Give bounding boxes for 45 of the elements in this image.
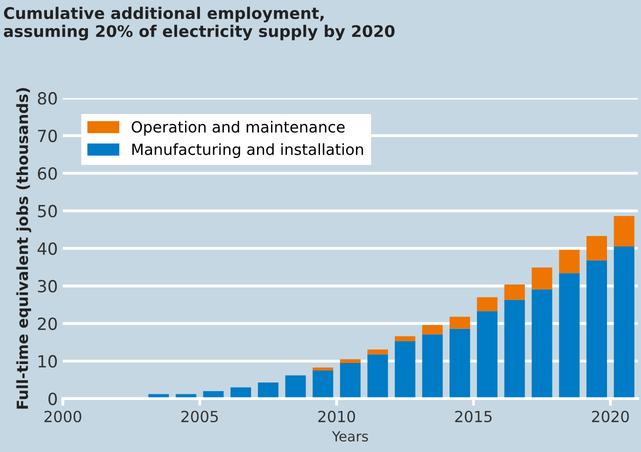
legend-label: Operation and maintenance [132,120,345,136]
y-tick-label: 60 [38,167,57,180]
bar [532,268,552,290]
chart-title: Cumulative additional employment, assuming 20% of electricity supply by 2020 [4,6,395,40]
bar [394,341,416,399]
bar [340,362,361,399]
bar [450,328,470,399]
x-tick-label: 2015 [455,410,492,422]
y-tick-label: 20 [38,317,57,330]
bar [586,236,607,260]
bar [504,284,525,300]
bar [504,300,525,399]
y-tick-label: 30 [38,280,57,293]
bar [394,336,416,342]
bar [559,273,580,399]
y-axis-title: Full-time equivalent jobs (thousands) [16,88,32,409]
x-axis-title: Years [332,431,368,442]
bar [367,349,388,354]
y-tick-label: 70 [38,130,57,142]
bar [559,250,580,274]
bar [285,375,306,399]
x-tick-label: 2000 [44,410,82,422]
bar [450,316,470,329]
bar [614,246,634,399]
bar [586,260,607,399]
y-tick-label: 40 [38,242,57,255]
bar [476,297,498,312]
bar [312,367,334,370]
x-tick-label: 2005 [181,410,218,422]
bar [340,359,361,363]
y-tick-label: 10 [38,355,57,368]
bar [258,382,278,399]
bar [422,334,443,399]
bar [614,216,634,246]
y-tick-label: 50 [38,204,57,218]
y-tick-label: 80 [38,92,57,105]
bar [422,325,443,334]
bar [312,370,334,399]
x-tick-label: 2020 [592,410,629,422]
x-tick-label: 2010 [318,410,356,422]
legend-label: Manufacturing and installation [132,143,363,158]
bar [476,311,498,399]
y-tick-label: 0 [48,392,57,406]
bar [532,289,552,399]
bar [367,354,388,399]
